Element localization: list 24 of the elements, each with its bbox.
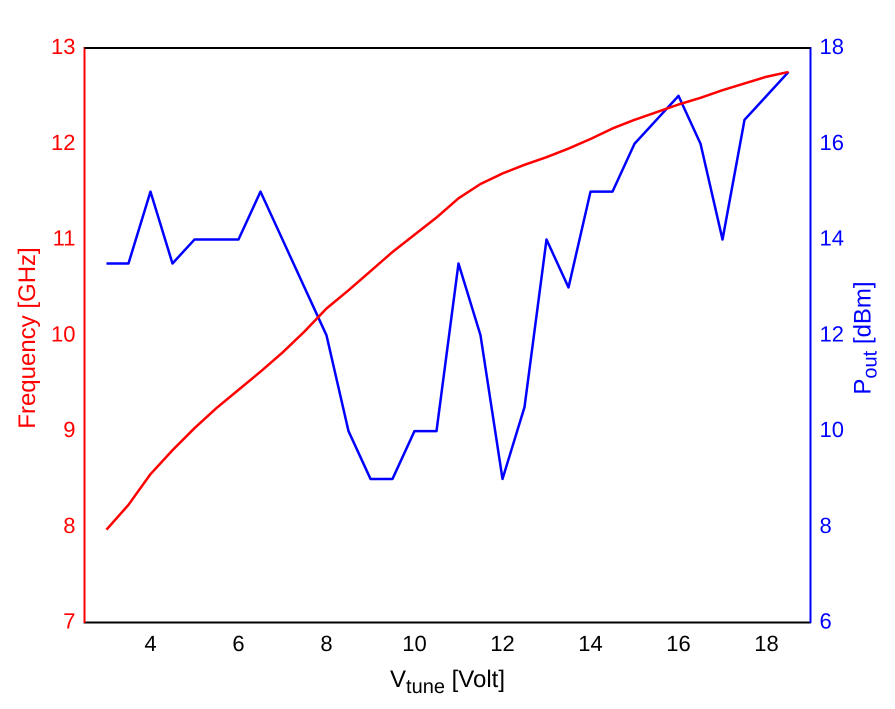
x-tick-label: 16 [666, 630, 691, 656]
y-tick-label: 7 [63, 608, 76, 634]
y-tick-label: 11 [52, 226, 76, 251]
y-tick-label: 13 [50, 34, 76, 60]
y-axis-title: Frequency [GHz] [14, 247, 42, 429]
x-axis-title: V$_{tune}$ [Volt] [389, 666, 506, 699]
y2-tick-label: 10 [820, 417, 844, 442]
y2-tick-label: 12 [820, 321, 844, 346]
y-tick-label: 9 [63, 417, 76, 442]
y2-tick-label: 16 [820, 130, 844, 155]
x-tick-label: 18 [754, 630, 779, 656]
y-tick-label: 10 [50, 321, 76, 346]
y2-tick-label: 14 [820, 226, 844, 251]
x-tick-label: 6 [232, 630, 245, 656]
x-tick-label: 10 [402, 630, 427, 656]
x-tick-label: 8 [320, 630, 333, 656]
x-tick-label: 14 [578, 630, 603, 656]
y2-tick-label: 18 [820, 34, 844, 60]
x-tick-label: 12 [490, 630, 515, 656]
y-tick-label: 8 [63, 512, 76, 538]
y2-tick-label: 8 [820, 512, 832, 538]
y2-tick-label: 6 [820, 608, 832, 634]
y-tick-label: 12 [50, 130, 76, 155]
x-tick-label: 4 [144, 630, 157, 656]
